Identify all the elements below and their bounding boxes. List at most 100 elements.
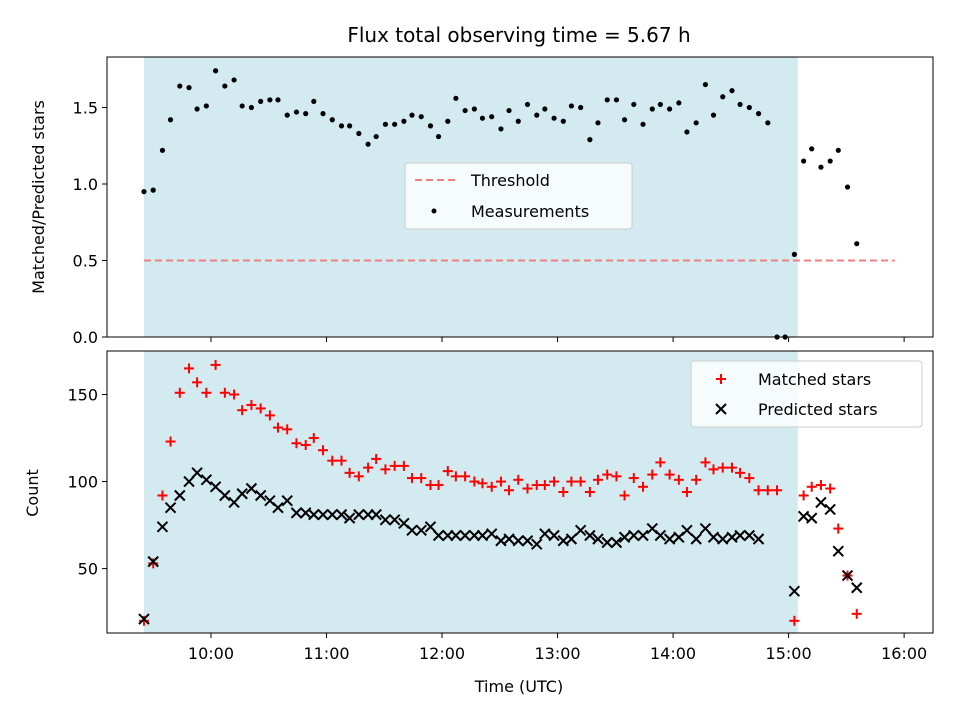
measurement-point-31	[418, 114, 424, 120]
measurement-point-48	[568, 103, 575, 109]
xtick-label-4: 14:00	[650, 644, 696, 663]
predicted-point-22	[335, 508, 348, 521]
predicted-point-38	[476, 529, 489, 542]
matched-point-70	[762, 485, 773, 496]
predicted-point-16	[281, 494, 293, 507]
measurement-point-28	[392, 121, 398, 127]
predicted-point-21	[326, 508, 338, 521]
legend-matched-label: Matched stars	[758, 370, 871, 389]
bottom-y-ticks: 50 100 150	[67, 386, 107, 579]
matched-point-24	[353, 471, 364, 482]
measurement-point-78	[835, 147, 841, 153]
predicted-point-59	[663, 533, 676, 545]
xtick-label-1: 11:00	[303, 644, 349, 663]
measurement-point-29	[401, 118, 407, 124]
matched-point-26	[371, 453, 382, 464]
matched-point-17	[291, 438, 302, 449]
measurement-point-70	[765, 120, 771, 126]
measurement-point-0	[141, 189, 147, 195]
predicted-point-48	[565, 533, 578, 545]
measurement-point-64	[710, 112, 717, 118]
measurement-point-49	[578, 104, 584, 111]
matched-point-0	[138, 615, 149, 626]
matched-point-67	[735, 467, 746, 478]
predicted-point-42	[512, 535, 524, 547]
measurement-point-22	[338, 123, 345, 129]
matched-point-46	[549, 476, 560, 487]
measurement-point-25	[365, 141, 371, 147]
measurement-point-52	[604, 97, 610, 103]
measurement-point-41	[506, 107, 512, 114]
predicted-point-72	[805, 512, 818, 524]
predicted-point-13	[254, 489, 267, 502]
top-ytick-label-3: 1.5	[73, 98, 98, 117]
top-axes-frame	[106, 56, 934, 338]
predicted-point-50	[584, 529, 596, 542]
measurement-point-6	[194, 106, 200, 112]
bottom-y-axis-label: Count	[23, 469, 42, 517]
top-panel: 0.0 0.5 1.0 1.5 Matched/Predicted stars Thr…	[29, 56, 934, 347]
predicted-point-7	[200, 474, 213, 486]
predicted-point-26	[370, 508, 382, 521]
chart-title: Flux total observing time = 5.67 h	[347, 23, 690, 47]
matched-point-58	[655, 457, 666, 468]
matched-point-74	[806, 481, 817, 492]
predicted-point-53	[610, 536, 623, 549]
matched-point-4	[174, 387, 185, 398]
matched-point-14	[264, 410, 275, 421]
matched-point-2	[157, 490, 168, 501]
predicted-point-46	[548, 529, 560, 542]
measurement-point-76	[818, 164, 824, 170]
predicted-point-28	[388, 514, 401, 526]
matched-point-56	[638, 481, 649, 492]
matched-point-53	[611, 471, 622, 482]
measurement-point-37	[471, 106, 477, 112]
matched-point-20	[318, 445, 329, 456]
measurement-point-58	[657, 101, 663, 108]
measurement-point-36	[462, 107, 468, 114]
predicted-point-17	[290, 507, 303, 519]
matched-point-33	[433, 480, 444, 491]
matched-point-21	[327, 455, 338, 466]
predicted-point-1	[147, 555, 159, 568]
matched-point-54	[619, 490, 630, 501]
matched-point-64	[708, 464, 719, 475]
matched-point-30	[406, 473, 417, 484]
top-x-ticks	[210, 337, 905, 342]
predicted-point-5	[183, 475, 195, 488]
measurement-point-73	[791, 251, 797, 257]
xtick-label-2: 12:00	[419, 644, 465, 663]
predicted-point-34	[442, 529, 454, 542]
predicted-point-6	[191, 467, 203, 479]
measurement-point-10	[231, 77, 237, 83]
measurement-point-32	[427, 123, 434, 129]
matched-point-73	[798, 490, 809, 501]
predicted-point-30	[406, 524, 418, 537]
predicted-point-75	[832, 545, 844, 557]
measurement-point-44	[534, 112, 540, 118]
predicted-point-33	[432, 529, 445, 542]
bottom-legend: Matched stars Predicted stars	[690, 360, 923, 428]
matched-point-66	[726, 462, 737, 473]
predicted-point-52	[601, 536, 613, 549]
measurement-point-9	[222, 83, 228, 89]
measurement-point-2	[159, 147, 166, 153]
predicted-point-65	[717, 533, 729, 545]
measurement-point-8	[212, 68, 219, 74]
matched-point-28	[389, 460, 400, 471]
measurement-point-77	[827, 158, 833, 164]
predicted-point-0	[138, 613, 150, 625]
legend-measurements-label: Measurements	[471, 202, 589, 221]
predicted-point-9	[219, 489, 231, 502]
top-legend-box	[404, 162, 633, 230]
matched-point-38	[477, 478, 488, 489]
predicted-point-4	[174, 489, 186, 502]
bottom-ytick-label-2: 150	[67, 386, 98, 405]
measurement-point-40	[498, 126, 504, 132]
matched-point-34	[442, 466, 453, 477]
predicted-point-3	[164, 501, 177, 514]
predicted-point-45	[539, 528, 551, 540]
legend-threshold-label: Threshold	[470, 171, 550, 190]
measurement-point-17	[293, 109, 300, 115]
matched-point-48	[566, 476, 577, 487]
